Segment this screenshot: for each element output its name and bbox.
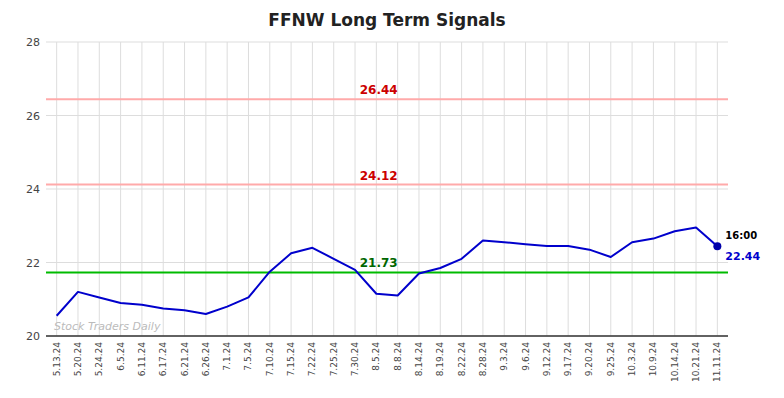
reference-label: 24.12 xyxy=(360,169,398,183)
reference-label: 26.44 xyxy=(360,83,398,97)
x-grid-line xyxy=(205,42,206,336)
watermark: Stock Traders Daily xyxy=(54,320,161,333)
y-tick-label: 20 xyxy=(26,330,40,343)
x-tick-label: 5.20.24 xyxy=(73,342,83,377)
x-grid-line xyxy=(653,42,654,336)
x-tick-label: 9.3.24 xyxy=(499,342,509,371)
x-tick-label: 8.5.24 xyxy=(371,342,381,371)
x-tick-label: 6.26.24 xyxy=(201,342,211,377)
x-grid-line xyxy=(546,42,547,336)
last-point xyxy=(713,242,721,250)
last-time-label: 16:00 xyxy=(725,230,757,241)
grid xyxy=(46,42,728,336)
reference-line xyxy=(46,98,728,100)
x-tick-label: 9.25.24 xyxy=(606,342,616,377)
x-grid-line xyxy=(333,42,334,336)
x-tick-label: 8.14.24 xyxy=(414,342,424,377)
x-grid-line xyxy=(504,42,505,336)
x-tick-label: 7.25.24 xyxy=(329,342,339,377)
x-tick-label: 6.11.24 xyxy=(137,342,147,377)
x-tick-label: 7.10.24 xyxy=(265,342,275,377)
x-tick-label: 9.6.24 xyxy=(521,342,531,371)
x-grid-line xyxy=(227,42,228,336)
x-grid-line xyxy=(674,42,675,336)
x-tick-label: 6.5.24 xyxy=(116,342,126,371)
x-axis-line xyxy=(46,335,728,337)
x-grid-line xyxy=(610,42,611,336)
y-tick-label: 28 xyxy=(26,36,40,49)
x-tick-label: 7.15.24 xyxy=(286,342,296,377)
x-grid-line xyxy=(312,42,313,336)
plot-area xyxy=(46,99,728,315)
x-tick-label: 7.1.24 xyxy=(222,342,232,371)
x-grid-line xyxy=(99,42,100,336)
x-tick-label: 5.24.24 xyxy=(94,342,104,377)
x-grid-line xyxy=(440,42,441,336)
x-tick-label: 8.28.24 xyxy=(478,342,488,377)
x-grid-line xyxy=(355,42,356,336)
y-grid-line xyxy=(46,115,728,116)
x-grid-line xyxy=(163,42,164,336)
x-grid-line xyxy=(696,42,697,336)
x-grid-line xyxy=(461,42,462,336)
x-tick-label: 10.21.24 xyxy=(691,342,701,382)
x-grid-line xyxy=(568,42,569,336)
x-grid-line xyxy=(269,42,270,336)
reference-label: 21.73 xyxy=(360,256,398,270)
title: FFNW Long Term Signals xyxy=(268,10,505,30)
x-tick-label: 8.19.24 xyxy=(435,342,445,377)
x-tick-label: 9.12.24 xyxy=(542,342,552,377)
x-tick-label: 6.21.24 xyxy=(180,342,190,377)
x-tick-label: 10.9.24 xyxy=(648,342,658,377)
y-grid-line xyxy=(46,189,728,190)
x-tick-label: 7.22.24 xyxy=(307,342,317,377)
x-grid-line xyxy=(291,42,292,336)
x-tick-label: 11.11.24 xyxy=(712,342,722,382)
x-grid-line xyxy=(717,42,718,336)
x-tick-label: 9.20.24 xyxy=(584,342,594,377)
reference-line xyxy=(46,184,728,186)
reference-line xyxy=(46,271,728,273)
x-grid-line xyxy=(525,42,526,336)
price-line xyxy=(57,228,718,316)
x-tick-label: 8.8.24 xyxy=(393,342,403,371)
x-tick-label: 5.13.24 xyxy=(52,342,62,377)
x-tick-label: 7.5.24 xyxy=(243,342,253,371)
x-grid-line xyxy=(248,42,249,336)
x-tick-label: 9.17.24 xyxy=(563,342,573,377)
y-grid-line xyxy=(46,336,728,337)
x-tick-label: 8.22.24 xyxy=(457,342,467,377)
x-tick-label: 10.14.24 xyxy=(670,342,680,382)
x-grid-line xyxy=(632,42,633,336)
chart: FFNW Long Term Signals 20 22 24 26 28 5.13.24 5… xyxy=(0,0,784,398)
x-tick-label: 7.30.24 xyxy=(350,342,360,377)
x-grid-line xyxy=(482,42,483,336)
x-tick-label: 10.3.24 xyxy=(627,342,637,377)
y-tick-label: 26 xyxy=(26,110,40,123)
x-grid-line xyxy=(184,42,185,336)
x-grid-line xyxy=(418,42,419,336)
x-tick-label: 6.17.24 xyxy=(158,342,168,377)
y-tick-label: 24 xyxy=(26,183,40,196)
x-grid-line xyxy=(589,42,590,336)
last-value-label: 22.44 xyxy=(725,250,760,263)
y-grid-line xyxy=(46,42,728,43)
x-grid-line xyxy=(120,42,121,336)
x-grid-line xyxy=(56,42,57,336)
y-tick-label: 22 xyxy=(26,257,40,270)
x-grid-line xyxy=(141,42,142,336)
